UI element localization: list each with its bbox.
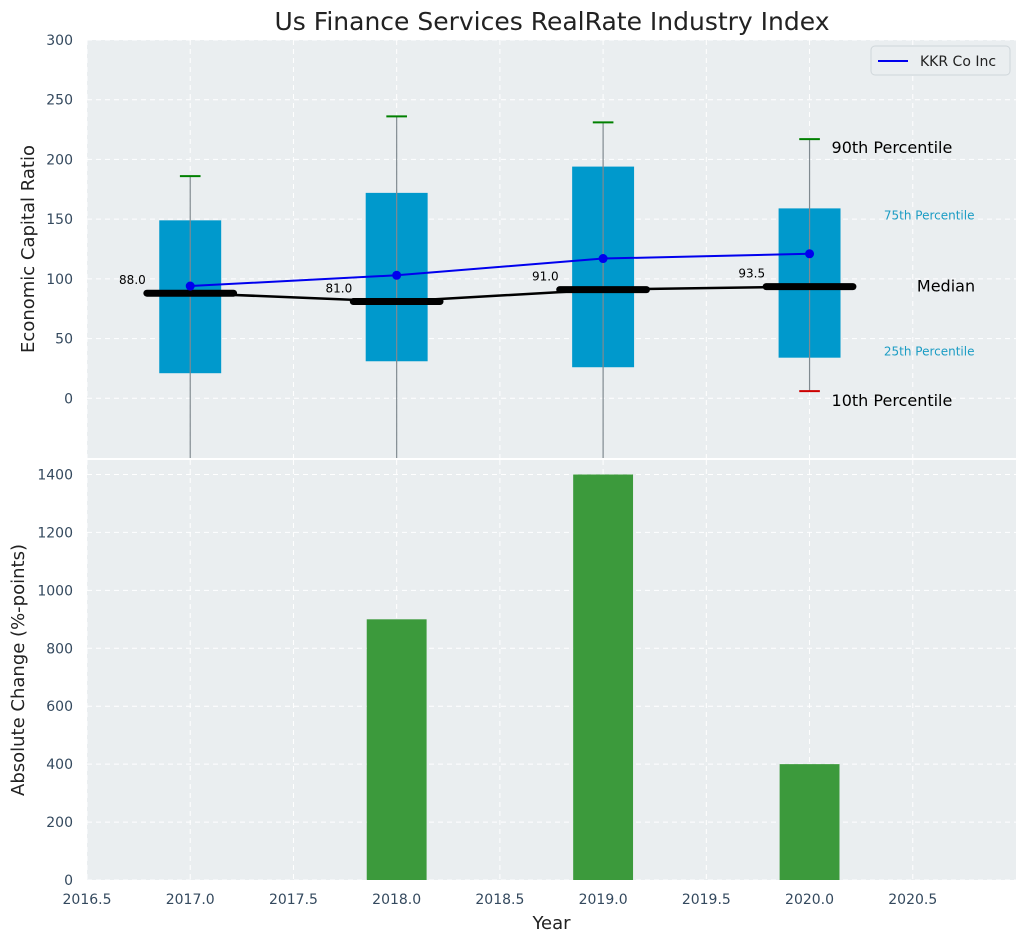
top-y-tick-label: 300 <box>46 33 73 49</box>
bottom-panel: 0 200 400 600 800 1000 1200 1400 2016.5 2017.0 201… <box>8 460 1016 934</box>
x-tick-label: 2017.0 <box>166 892 215 908</box>
bottom-y-tick-label: 600 <box>46 699 73 715</box>
legend-label-kkr: KKR Co Inc <box>920 54 996 70</box>
bottom-y-tick-label: 1400 <box>37 467 73 483</box>
bottom-plot-area <box>87 460 1016 880</box>
series-point-kkr <box>598 254 608 264</box>
change-bar <box>573 474 634 880</box>
annotation-median: Median <box>917 277 975 296</box>
x-tick-label: 2019.0 <box>579 892 628 908</box>
bottom-y-tick-label: 200 <box>46 815 73 831</box>
median-value-label: 88.0 <box>119 273 146 287</box>
bottom-y-tick-label: 800 <box>46 641 73 657</box>
x-tick-label: 2018.5 <box>475 892 524 908</box>
series-point-kkr <box>185 281 195 291</box>
x-tick-label: 2017.5 <box>269 892 318 908</box>
bottom-y-tick-label: 1000 <box>37 583 73 599</box>
bottom-y-tick-label: 1200 <box>37 525 73 541</box>
top-y-tick-label: 100 <box>46 272 73 288</box>
top-panel: 0 50 100 150 200 250 300 Economic Capital Ratio… <box>18 33 1016 458</box>
top-plot-area <box>87 40 1016 458</box>
chart-title: Us Finance Services RealRate Industry In… <box>275 7 830 36</box>
series-point-kkr <box>392 270 402 280</box>
legend: KKR Co Inc <box>870 45 1011 76</box>
top-y-tick-label: 250 <box>46 93 73 109</box>
top-y-tick-label: 200 <box>46 152 73 168</box>
bottom-y-tick-label: 0 <box>64 873 73 889</box>
x-tick-label: 2016.5 <box>63 892 112 908</box>
change-bar <box>366 619 427 880</box>
top-y-tick-label: 0 <box>64 391 73 407</box>
series-point-kkr <box>805 249 815 259</box>
x-tick-label: 2018.0 <box>372 892 421 908</box>
top-marks-clip <box>143 115 857 458</box>
x-tick-label: 2020.5 <box>888 892 937 908</box>
top-y-tick-label: 150 <box>46 212 73 228</box>
annotation-p90: 90th Percentile <box>832 138 953 157</box>
annotation-p10: 10th Percentile <box>832 391 953 410</box>
top-y-axis-title: Economic Capital Ratio <box>18 145 39 353</box>
legend-box <box>870 45 1011 76</box>
median-value-label: 91.0 <box>532 270 559 284</box>
annotation-p25: 25th Percentile <box>884 345 975 359</box>
x-tick-label: 2019.5 <box>682 892 731 908</box>
change-bar <box>779 764 840 880</box>
bottom-y-axis-title: Absolute Change (%-points) <box>8 544 29 796</box>
bottom-y-tick-label: 400 <box>46 757 73 773</box>
series-line-kkr <box>190 252 810 288</box>
median-value-label: 81.0 <box>326 282 353 296</box>
x-axis-title: Year <box>531 913 571 934</box>
median-trend-line <box>190 285 810 303</box>
annotation-p75: 75th Percentile <box>884 208 975 222</box>
top-y-tick-label: 50 <box>55 332 73 348</box>
median-value-label: 93.5 <box>738 267 765 281</box>
x-tick-label: 2020.0 <box>785 892 834 908</box>
